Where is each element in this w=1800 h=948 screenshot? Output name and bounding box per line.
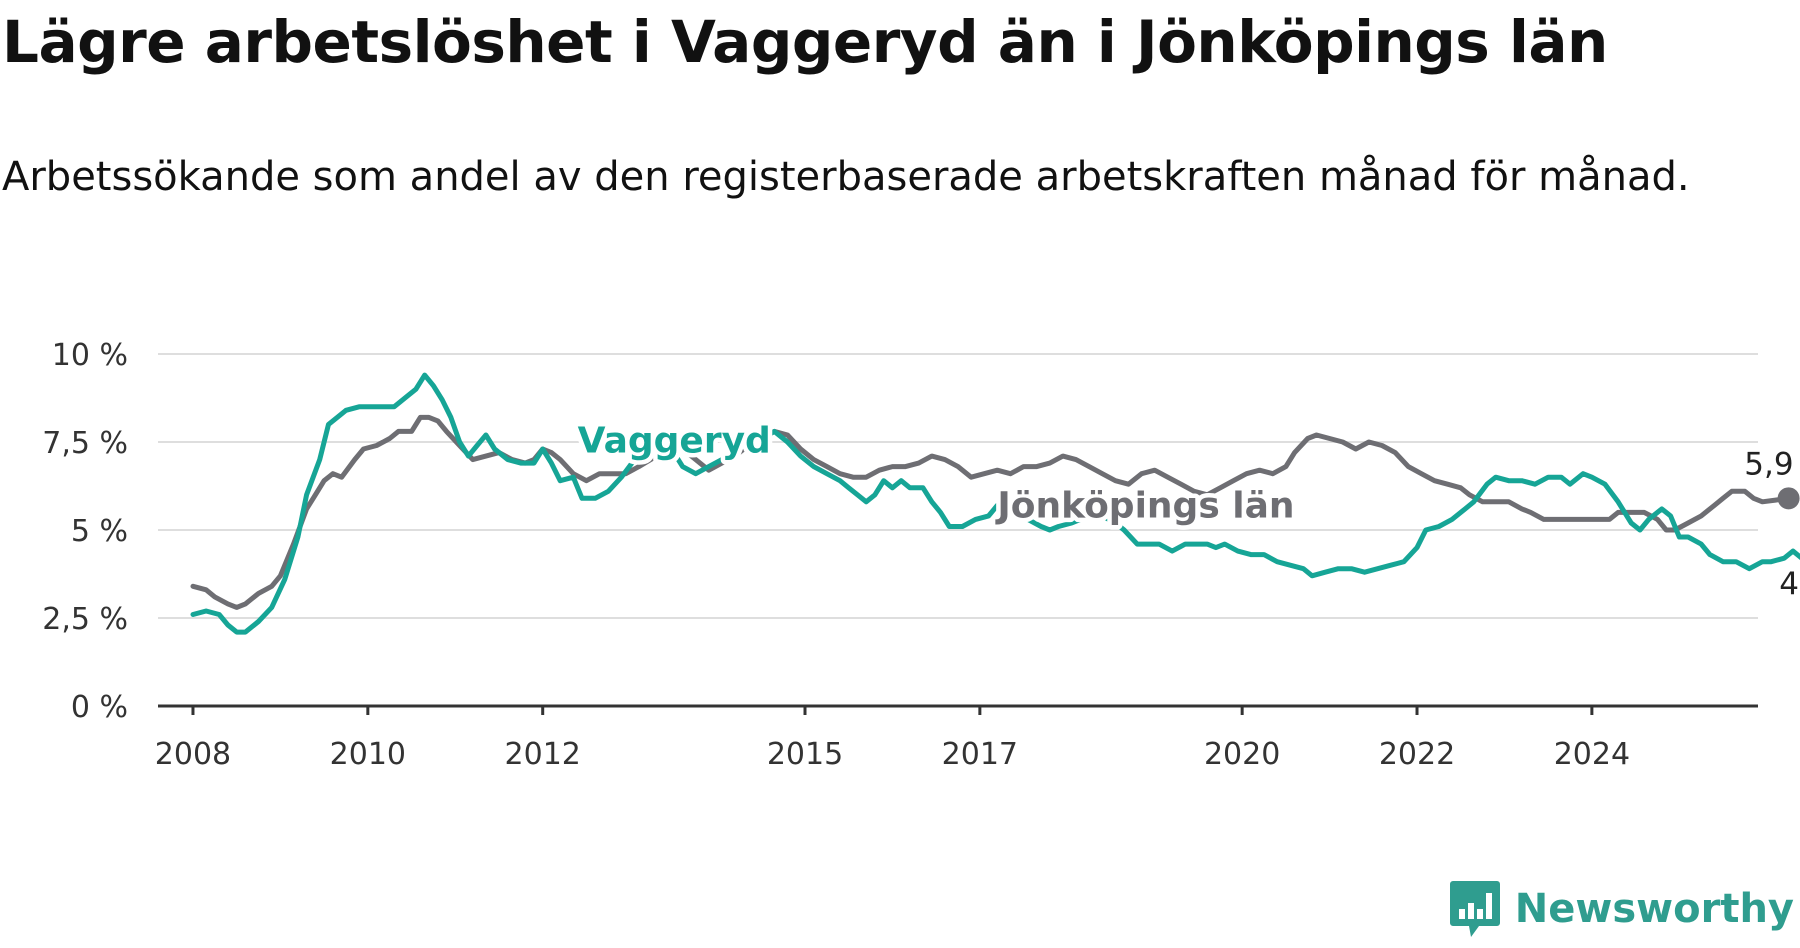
y-axis-ticks: 0 % 2,5 % 5 % 7,5 % 10 % <box>42 338 128 725</box>
x-tick-label: 2015 <box>767 737 843 772</box>
series-labels: 5,9 % Jönköpings län 4,5 % Vaggeryd <box>573 416 1800 606</box>
x-tick-label: 2012 <box>505 737 581 772</box>
series-line-vaggeryd <box>190 372 1800 635</box>
series-lines <box>190 372 1800 635</box>
y-tick-label: 2,5 % <box>42 602 128 637</box>
series-line-lan <box>190 414 1792 610</box>
x-tick-label: 2017 <box>942 737 1018 772</box>
chart-subtitle: Arbetssökande som andel av den registerb… <box>2 154 1690 200</box>
x-tick-label: 2022 <box>1379 737 1455 772</box>
end-value-label-vaggeryd: 4,5 % <box>1779 567 1800 603</box>
x-axis: 2008 2010 2012 2015 2017 2020 2022 2024 <box>155 704 1758 772</box>
end-point-lan <box>1777 487 1800 510</box>
series-label-vaggeryd: Vaggeryd <box>578 421 771 462</box>
x-tick-label: 2008 <box>155 737 231 772</box>
x-tick-label: 2020 <box>1204 737 1280 772</box>
bar-chart-speech-bubble-icon <box>1449 881 1500 937</box>
x-tick-label: 2010 <box>330 737 406 772</box>
y-tick-label: 0 % <box>71 690 128 725</box>
x-tick-label: 2024 <box>1554 737 1630 772</box>
y-tick-label: 5 % <box>71 514 128 549</box>
y-tick-label: 7,5 % <box>42 426 128 461</box>
series-label-lan: Jönköpings län <box>994 486 1294 527</box>
brand-name: Newsworthy <box>1514 886 1794 932</box>
newsworthy-brand: Newsworthy <box>1449 878 1794 940</box>
chart-title: Lägre arbetslöshet i Vaggeryd än i Jönkö… <box>2 8 1608 76</box>
y-tick-label: 10 % <box>52 338 128 373</box>
gridlines <box>158 353 1758 619</box>
end-value-label-lan: 5,9 % <box>1744 446 1800 482</box>
